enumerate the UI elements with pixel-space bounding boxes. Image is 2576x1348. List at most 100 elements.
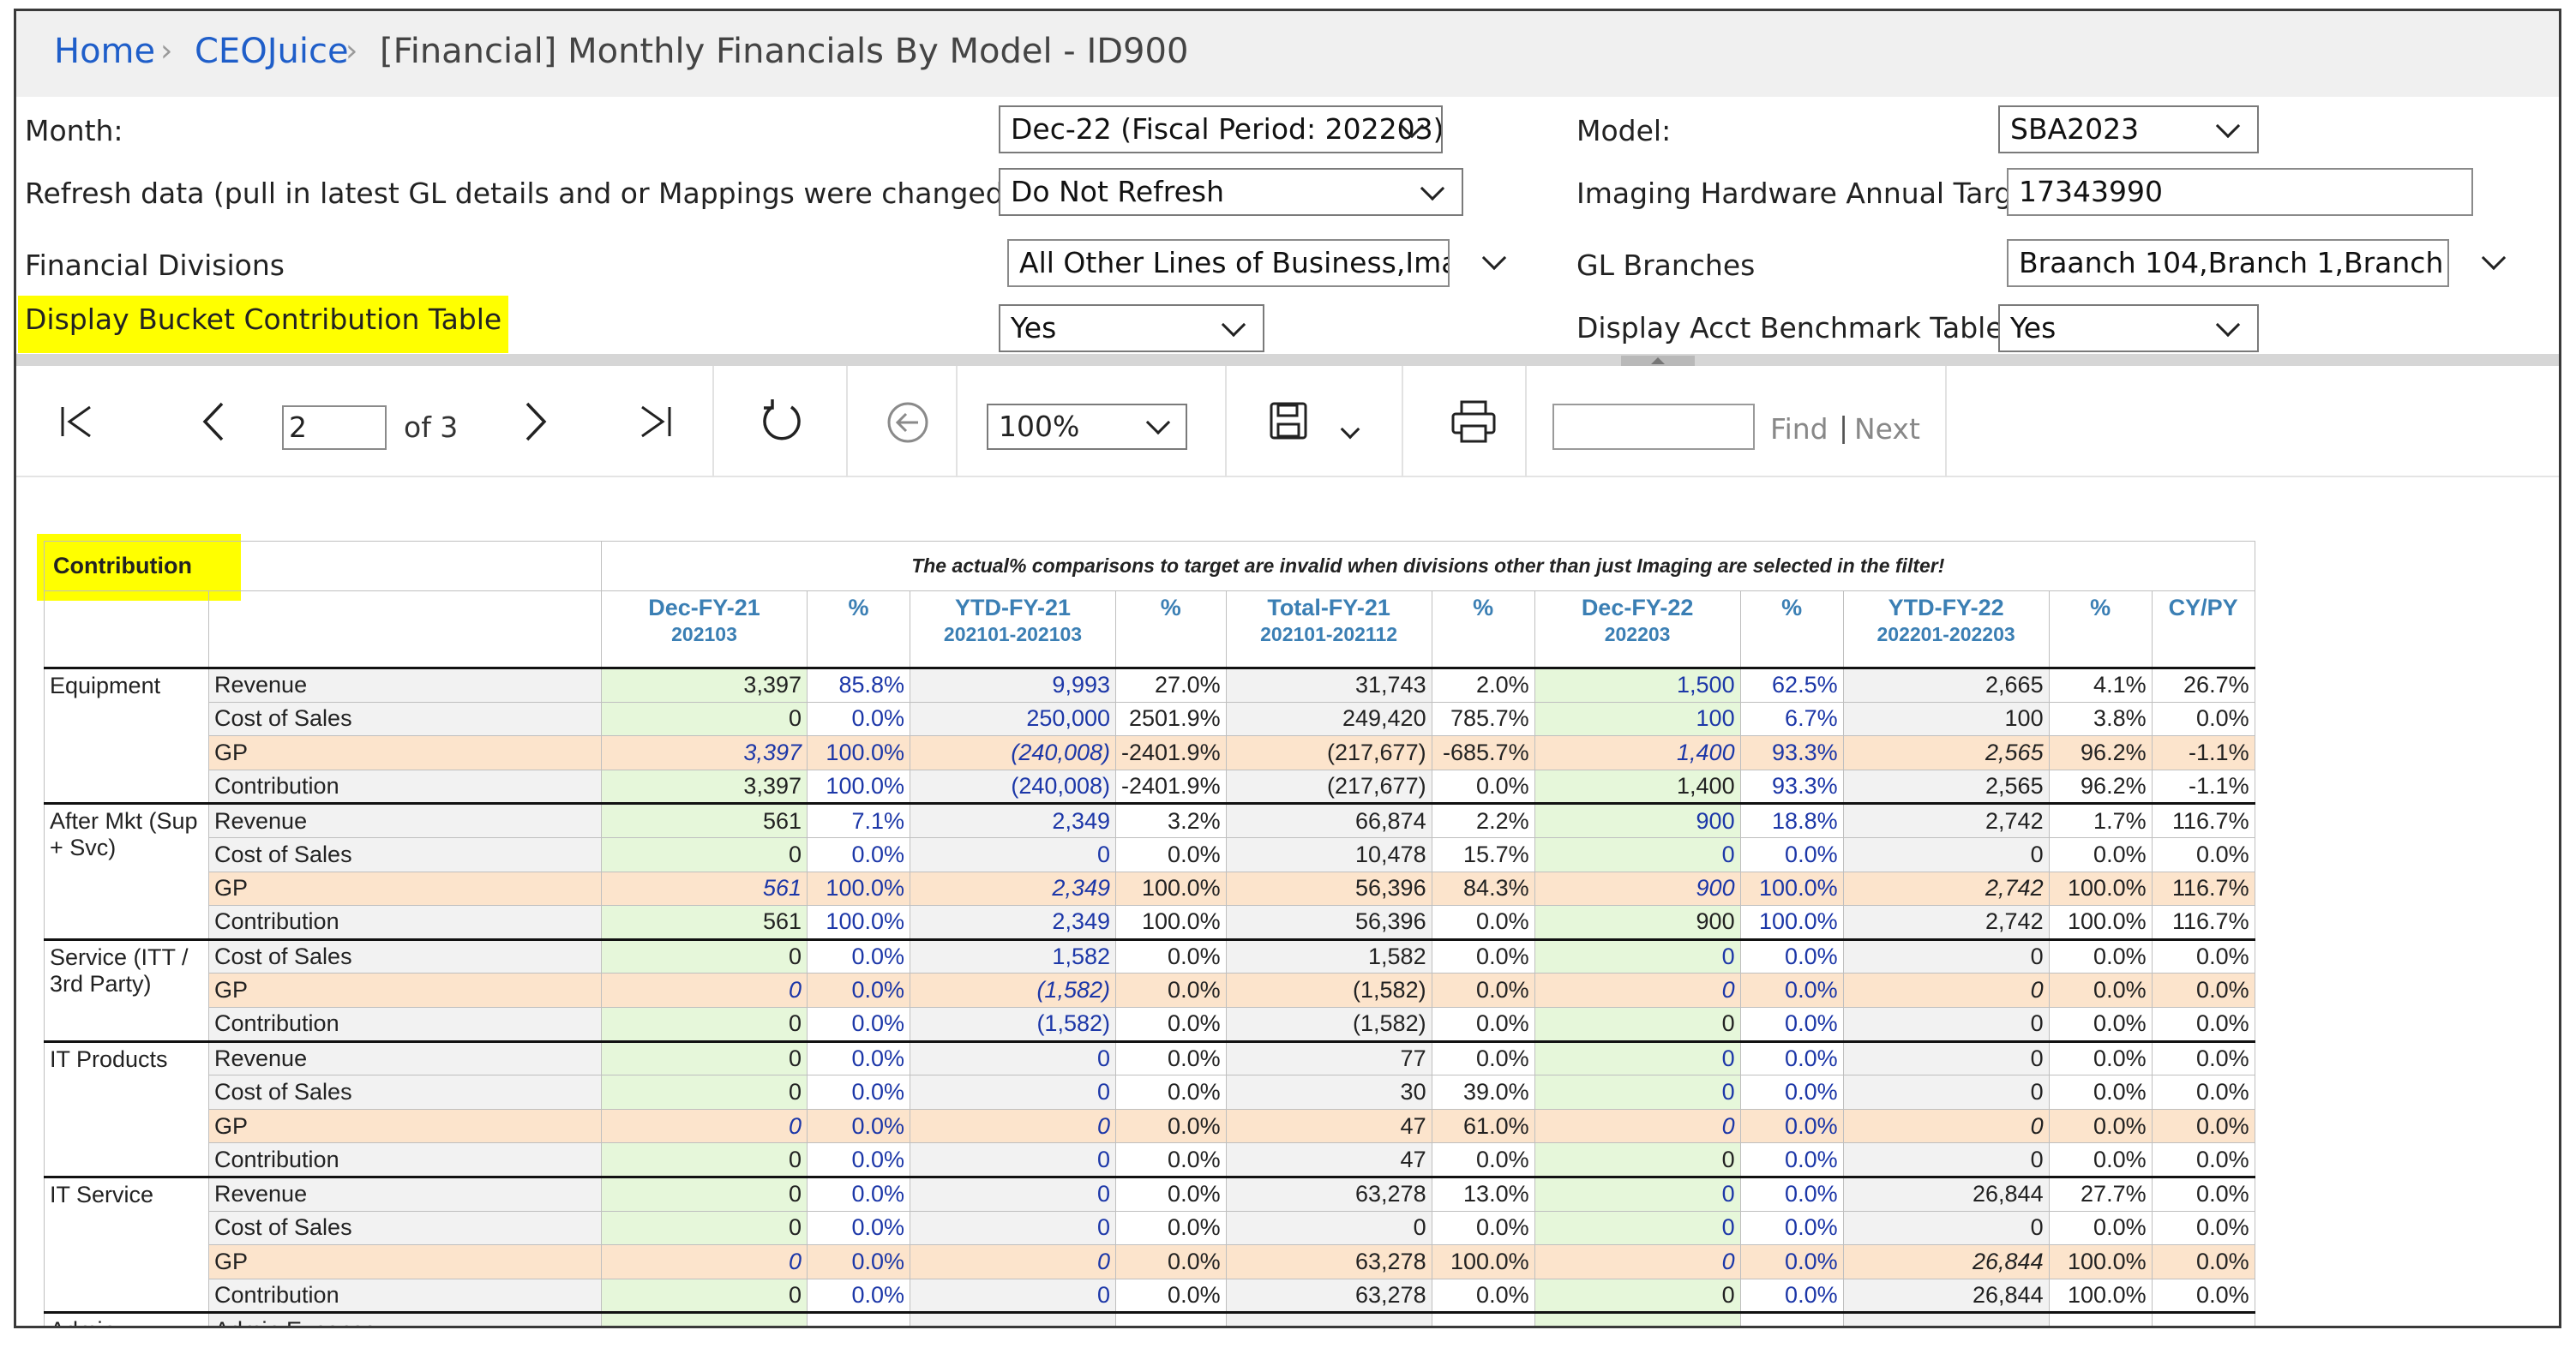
table-cell: 0.0% [1115, 1244, 1227, 1279]
table-cell: 2,565 [1842, 769, 2050, 805]
chevron-down-icon [2215, 312, 2241, 338]
table-cell: 30 [1225, 1075, 1432, 1110]
find-button[interactable]: Find [1770, 412, 1828, 446]
table-row: Contribution 3,397 100.0% (240,008) -2401.9%… [45, 769, 2255, 805]
benchmark-label: Display Acct Benchmark Table [1576, 311, 2003, 344]
month-value: Dec-22 (Fiscal Period: 202203) [1011, 112, 1443, 146]
zoom-value: 100% [999, 410, 1080, 443]
table-cell: 100.0% [2048, 1244, 2153, 1279]
table-cell: 249,420 [1225, 701, 1432, 737]
row-label: GP [208, 735, 602, 770]
breadcrumb-ceojuice[interactable]: CEOJuice [195, 32, 349, 71]
table-cell: 0.0% [1739, 1278, 1844, 1314]
refresh-select[interactable]: Do Not Refresh [999, 168, 1463, 216]
model-select[interactable]: SBA2023 [1998, 105, 2259, 153]
table-cell: 100.0% [807, 905, 910, 940]
table-cell: 250,000 [910, 701, 1116, 737]
table-cell: 62.5% [1739, 667, 1844, 703]
table-cell [1534, 1311, 1741, 1326]
table-cell: 0 [601, 836, 808, 872]
table-cell: 0 [1534, 1142, 1741, 1177]
benchmark-value: Yes [2010, 311, 2057, 344]
filter-note: The actual% comparisons to target are in… [601, 541, 2255, 591]
table-cell: 0.0% [1739, 1175, 1844, 1212]
table-cell: 0 [910, 1278, 1116, 1314]
table-cell: 0.0% [807, 973, 910, 1008]
table-cell: 561 [601, 905, 808, 940]
table-cell: 0 [910, 836, 1116, 872]
parameter-splitter[interactable] [16, 354, 2559, 366]
table-cell [1739, 1311, 1844, 1326]
table-cell: 0.0% [2048, 1006, 2153, 1042]
last-page-icon[interactable] [637, 400, 675, 443]
first-page-icon[interactable] [57, 400, 95, 443]
row-label: Cost of Sales [208, 1075, 602, 1110]
model-value: SBA2023 [2010, 112, 2140, 146]
table-cell [2151, 1311, 2255, 1326]
month-select[interactable]: Dec-22 (Fiscal Period: 202203) [999, 105, 1443, 153]
chevron-down-icon[interactable] [1340, 419, 1360, 440]
table-row: Cost of Sales 0 0.0% 0 0.0% 30 39.0% 0 0.0% 0 0.0%… [45, 1075, 2255, 1110]
table-cell: 0 [601, 1210, 808, 1246]
branches-multiselect[interactable]: Braanch 104,Branch 1,Branch 101, [2007, 239, 2449, 287]
print-icon[interactable] [1450, 398, 1498, 446]
chevron-down-icon[interactable] [2481, 245, 2507, 271]
column-period: 202103 [671, 623, 737, 645]
next-button[interactable]: Next [1854, 412, 1920, 446]
zoom-select[interactable]: 100% [987, 404, 1187, 450]
refresh-icon[interactable] [759, 397, 807, 446]
table-cell: 2,349 [910, 871, 1116, 907]
next-page-icon[interactable] [522, 398, 551, 445]
page-number-input[interactable]: 2 [282, 405, 387, 450]
breadcrumb-home[interactable]: Home [54, 32, 156, 71]
table-cell: 0 [1842, 1142, 2050, 1177]
table-cell: 0 [1842, 1210, 2050, 1246]
divisions-label: Financial Divisions [25, 249, 285, 282]
table-cell: 0.0% [1115, 1278, 1227, 1314]
prev-page-icon[interactable] [198, 398, 227, 445]
column-title: Dec-FY-22 [1581, 595, 1694, 620]
target-input[interactable]: 17343990 [2007, 168, 2473, 216]
table-cell: 0.0% [1431, 769, 1535, 805]
table-cell: 100.0% [807, 871, 910, 907]
table-cell: 0 [910, 1142, 1116, 1177]
table-cell: 0 [1842, 1006, 2050, 1042]
table-cell: 26,844 [1842, 1278, 2050, 1314]
toolbar-divider [1402, 366, 1403, 477]
toolbar-divider [956, 366, 958, 477]
table-cell: 2,565 [1842, 735, 2050, 770]
table-cell: 0.0% [2151, 1039, 2255, 1076]
table-cell: 1.7% [2048, 802, 2153, 838]
back-icon[interactable] [884, 398, 932, 446]
table-cell: 2,349 [910, 802, 1116, 838]
table-cell: 0.0% [1431, 938, 1535, 974]
bucket-select[interactable]: Yes [999, 304, 1264, 352]
table-cell: 561 [601, 871, 808, 907]
column-header: YTD-FY-21 202101-202103 [910, 590, 1116, 668]
row-label: Contribution [208, 905, 602, 940]
table-cell: 0 [910, 1039, 1116, 1076]
column-header-row: Dec-FY-21 202103% YTD-FY-21 202101-202103% T… [44, 590, 2255, 668]
table-cell: 0.0% [2151, 1175, 2255, 1212]
table-cell: 0.0% [1115, 973, 1227, 1008]
column-header: Dec-FY-21 202103 [601, 590, 808, 668]
row-label: GP [208, 973, 602, 1008]
table-cell: 0.0% [2151, 1244, 2255, 1279]
table-cell: 0.0% [2151, 1142, 2255, 1177]
divisions-multiselect[interactable]: All Other Lines of Business,Imagin [1007, 239, 1450, 287]
toolbar-divider [846, 366, 848, 477]
table-row: Contribution 561 100.0% 2,349 100.0% 56,396 0.… [45, 905, 2255, 940]
row-label: Cost of Sales [208, 836, 602, 872]
chevron-down-icon[interactable] [1481, 245, 1507, 271]
table-cell: 2,665 [1842, 667, 2050, 703]
save-icon[interactable] [1268, 400, 1311, 443]
table-cell: 3,397 [601, 667, 808, 703]
find-input[interactable] [1552, 404, 1755, 450]
table-cell: 2.2% [1431, 802, 1535, 838]
benchmark-select[interactable]: Yes [1998, 304, 2259, 352]
table-cell [1225, 1311, 1432, 1326]
table-cell [1842, 1311, 2050, 1326]
table-cell: 26,844 [1842, 1244, 2050, 1279]
table-cell: (240,008) [910, 735, 1116, 770]
table-cell: 0 [1534, 836, 1741, 872]
